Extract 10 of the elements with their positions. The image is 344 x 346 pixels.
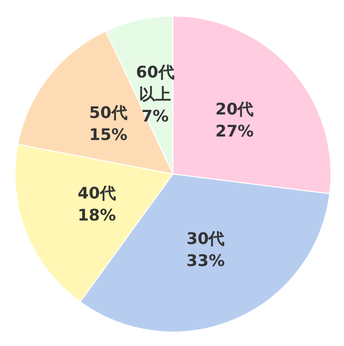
- data-label: 15%: [89, 125, 128, 144]
- slice-label: 30代: [186, 228, 225, 248]
- slice-label: 40代: [78, 184, 116, 203]
- data-label: 7%: [142, 106, 169, 126]
- slice-label: 50代: [89, 103, 128, 122]
- data-label: 27%: [215, 121, 254, 140]
- data-label: 33%: [186, 250, 225, 270]
- data-label: 18%: [78, 206, 116, 225]
- slice-label: 60代以上: [136, 62, 174, 104]
- slice-label: 20代: [215, 99, 254, 118]
